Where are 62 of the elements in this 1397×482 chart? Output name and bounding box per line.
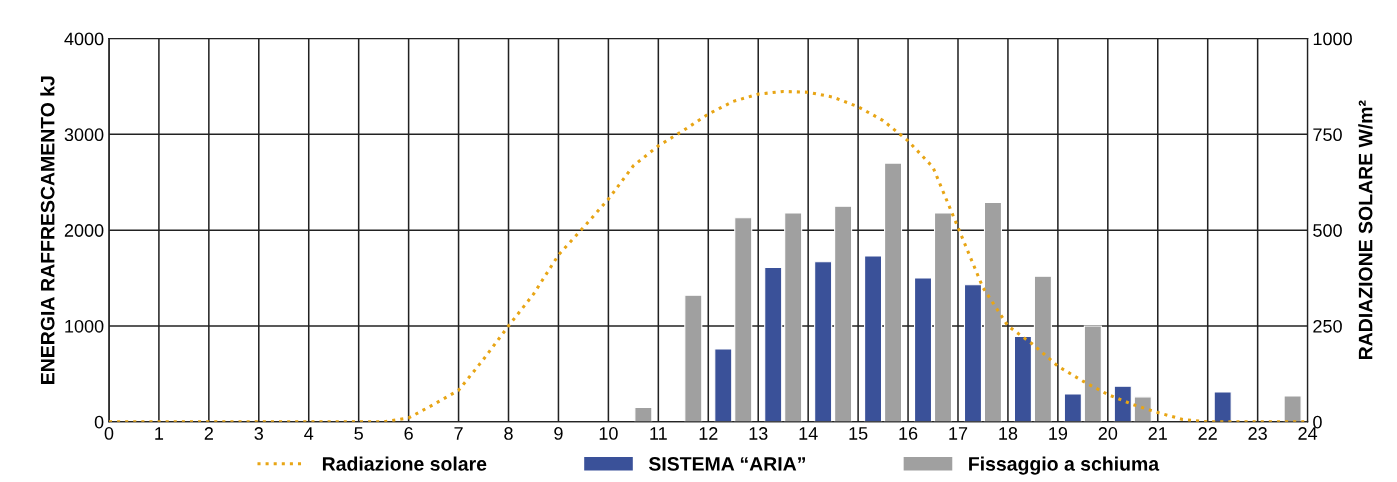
legend-label: SISTEMA “ARIA” xyxy=(648,457,805,471)
y2-tick-label: 0 xyxy=(1313,415,1322,429)
x-tick-label: 10 xyxy=(599,427,618,440)
bar xyxy=(714,348,733,422)
y-axis-title: ENERGIA RAFFRESCAMENTO kJ xyxy=(40,76,55,384)
bar xyxy=(1063,393,1082,422)
bar xyxy=(933,212,953,422)
x-tick-label: 16 xyxy=(899,427,918,440)
y2-tick-label: 1000 xyxy=(1313,32,1352,46)
x-tick-label: 17 xyxy=(949,427,968,440)
x-tick-label: 3 xyxy=(254,427,264,440)
x-tick-label: 22 xyxy=(1198,427,1217,440)
x-tick-label: 2 xyxy=(204,427,213,440)
x-tick-label: 21 xyxy=(1148,427,1167,440)
bar xyxy=(913,277,933,422)
bar xyxy=(1013,335,1032,422)
bar xyxy=(983,201,1002,422)
x-tick-label: 5 xyxy=(354,427,363,440)
x-tick-label: 14 xyxy=(799,427,818,440)
x-tick-label: 7 xyxy=(454,427,463,440)
bar xyxy=(814,261,833,422)
x-tick-label: 8 xyxy=(504,427,513,440)
x-tick-label: 4 xyxy=(304,427,314,440)
x-tick-label: 20 xyxy=(1098,427,1118,440)
y2-tick-label: 500 xyxy=(1313,224,1342,237)
x-tick-label: 9 xyxy=(554,427,563,440)
bar xyxy=(734,217,753,422)
legend-label: Radiazione solare xyxy=(322,456,487,471)
x-tick-label: 13 xyxy=(749,427,768,440)
bar xyxy=(684,294,703,422)
bar xyxy=(764,266,783,422)
bar xyxy=(1283,395,1302,422)
bar xyxy=(1133,396,1152,422)
bar xyxy=(864,255,883,422)
y-tick-label: 3000 xyxy=(64,128,104,142)
x-tick-label: 24 xyxy=(1298,427,1318,440)
bar xyxy=(834,205,853,422)
bar xyxy=(1213,391,1232,422)
y-tick-label: 1000 xyxy=(65,319,104,333)
bar xyxy=(1083,325,1102,422)
x-tick-label: 11 xyxy=(650,427,667,440)
y-tick-label: 4000 xyxy=(64,32,104,46)
bar xyxy=(784,212,803,422)
x-tick-label: 23 xyxy=(1248,427,1267,440)
bar xyxy=(634,406,653,422)
x-tick-label: 15 xyxy=(849,427,868,440)
y-tick-label: 0 xyxy=(94,415,104,429)
y2-tick-label: 250 xyxy=(1313,319,1342,333)
x-tick-label: 6 xyxy=(404,427,413,440)
x-tick-label: 1 xyxy=(155,427,164,440)
bar xyxy=(963,284,983,422)
y2-tick-label: 750 xyxy=(1313,128,1342,142)
x-tick-label: 12 xyxy=(699,427,718,440)
x-tick-label: 18 xyxy=(999,427,1018,440)
bar xyxy=(1033,275,1052,422)
y2-axis-title: RADIAZIONE SOLARE W/m² xyxy=(1358,100,1373,360)
legend-label: Fissaggio a schiuma xyxy=(969,456,1160,475)
bar xyxy=(1113,385,1132,422)
x-tick-label: 19 xyxy=(1049,427,1068,440)
bar xyxy=(884,162,903,422)
x-tick-label: 0 xyxy=(104,427,114,440)
y-tick-label: 2000 xyxy=(64,224,104,237)
